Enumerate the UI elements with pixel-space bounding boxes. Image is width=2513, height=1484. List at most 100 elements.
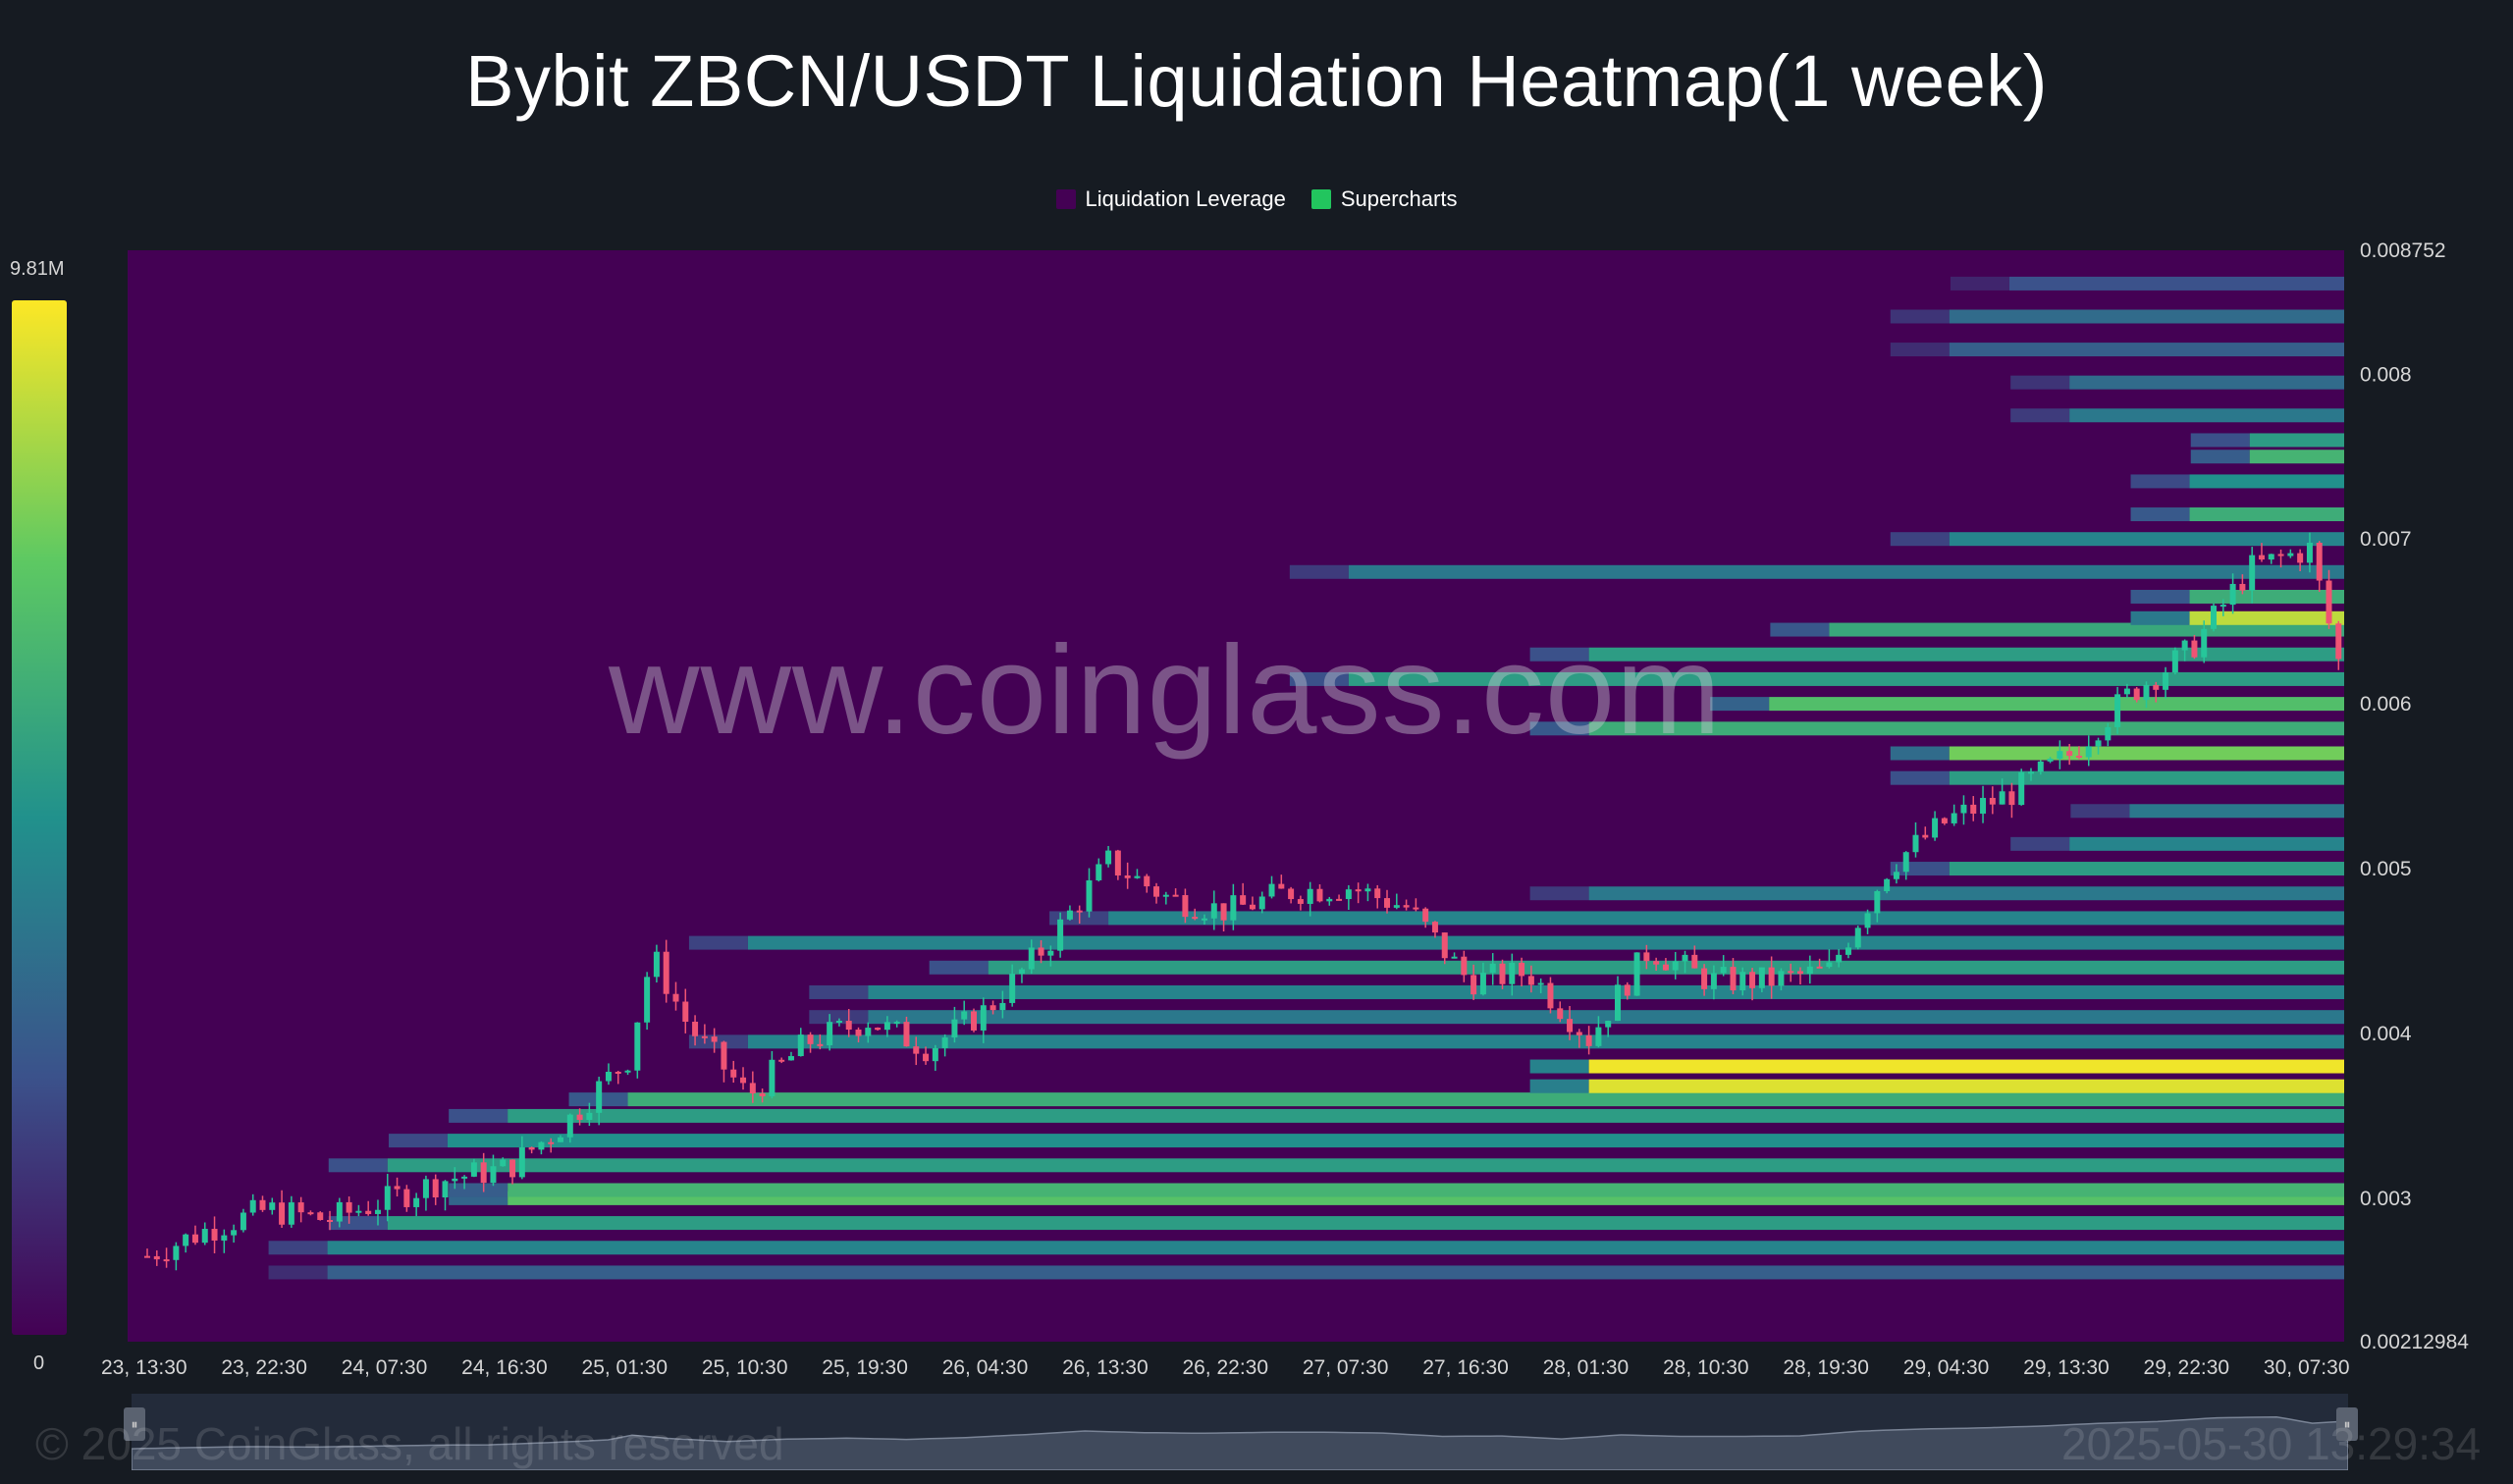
liquidation-band-fade bbox=[809, 1010, 869, 1025]
navigator-right-handle[interactable]: ⏸ bbox=[2336, 1407, 2358, 1441]
candle-body bbox=[596, 1081, 603, 1113]
candle-body bbox=[2191, 640, 2198, 658]
candle-body bbox=[1778, 971, 1785, 986]
liquidation-band-fade bbox=[2130, 589, 2190, 604]
candle-body bbox=[1393, 905, 1400, 908]
candle-body bbox=[1114, 850, 1121, 875]
liquidation-band-fade bbox=[1890, 770, 1950, 785]
liquidation-band bbox=[1949, 309, 2344, 324]
candle-body bbox=[1864, 913, 1871, 928]
liquidation-band bbox=[2129, 804, 2344, 819]
candle-body bbox=[999, 1002, 1006, 1011]
liquidation-band bbox=[1588, 647, 2344, 662]
legend-item-supercharts[interactable]: Supercharts bbox=[1310, 186, 1457, 212]
candle-body bbox=[374, 1209, 381, 1214]
candle-body bbox=[2066, 751, 2073, 757]
chart-legend: Liquidation Leverage Supercharts bbox=[0, 186, 2513, 212]
candle-body bbox=[1509, 962, 1516, 984]
candle-body bbox=[615, 1072, 621, 1075]
liquidation-band-fade bbox=[688, 935, 748, 950]
liquidation-band-fade bbox=[2190, 433, 2250, 448]
candle-body bbox=[663, 951, 669, 994]
candle-body bbox=[701, 1035, 708, 1038]
candle-body bbox=[1999, 791, 2005, 805]
candle-body bbox=[1633, 952, 1640, 996]
liquidation-band bbox=[1588, 721, 2344, 736]
candle-body bbox=[355, 1210, 362, 1213]
heatmap-plot-area[interactable] bbox=[128, 250, 2344, 1342]
chart-title: Bybit ZBCN/USDT Liquidation Heatmap(1 we… bbox=[465, 40, 2048, 122]
candle-body bbox=[941, 1037, 948, 1048]
candle-body bbox=[1470, 975, 1477, 995]
candle-body bbox=[1701, 968, 1708, 989]
candle-body bbox=[2297, 553, 2304, 563]
candle-body bbox=[2105, 726, 2112, 741]
candle-body bbox=[2027, 771, 2034, 774]
liquidation-band-fade bbox=[688, 1034, 748, 1049]
candle-body bbox=[163, 1259, 170, 1262]
candle-body bbox=[2133, 688, 2140, 701]
candle-body bbox=[1739, 972, 1746, 991]
liquidation-band-fade bbox=[268, 1241, 328, 1255]
candle-body bbox=[1960, 804, 1967, 814]
candle-body bbox=[2018, 771, 2025, 806]
x-tick-label: 28, 01:30 bbox=[1543, 1356, 1630, 1379]
candle-body bbox=[2008, 791, 2015, 806]
liquidation-band-fade bbox=[2010, 375, 2070, 390]
candle-body bbox=[1288, 888, 1295, 900]
candle-body bbox=[1441, 932, 1448, 959]
liquidation-band bbox=[1588, 1059, 2344, 1074]
candle-body bbox=[346, 1201, 352, 1213]
candle-body bbox=[2345, 659, 2351, 692]
liquidation-band bbox=[1949, 343, 2344, 357]
candle-body bbox=[336, 1201, 343, 1222]
y-tick-label: 0.005 bbox=[2360, 858, 2412, 880]
candle-body bbox=[1336, 898, 1343, 901]
liquidation-band-fade bbox=[1710, 697, 1770, 712]
candle-body bbox=[1297, 899, 1304, 904]
candle-body bbox=[211, 1229, 218, 1241]
x-tick-label: 26, 04:30 bbox=[942, 1356, 1029, 1379]
y-tick-label: 0.006 bbox=[2360, 693, 2412, 716]
liquidation-band-fade bbox=[449, 1183, 508, 1197]
candle-body bbox=[903, 1022, 910, 1047]
liquidation-band bbox=[387, 1158, 2344, 1173]
candle-body bbox=[827, 1022, 833, 1046]
liquidation-band-fade bbox=[1529, 721, 1589, 736]
candle-body bbox=[1557, 1008, 1564, 1020]
candle-body bbox=[1806, 966, 1813, 975]
candle-body bbox=[1249, 904, 1256, 910]
legend-item-liquidation-leverage[interactable]: Liquidation Leverage bbox=[1055, 186, 1286, 212]
candle-body bbox=[1489, 963, 1496, 974]
candle-body bbox=[452, 1178, 458, 1182]
candle-body bbox=[1527, 976, 1534, 985]
candle-body bbox=[1922, 834, 1929, 838]
liquidation-band bbox=[2249, 450, 2344, 464]
color-scale-min-label: 0 bbox=[33, 1352, 45, 1374]
range-navigator[interactable] bbox=[131, 1394, 2349, 1471]
candle-body bbox=[778, 1059, 785, 1062]
liquidation-band bbox=[1588, 1079, 2344, 1093]
navigator-price-sparkline bbox=[131, 1415, 2349, 1471]
liquidation-band bbox=[747, 935, 2344, 950]
liquidation-band bbox=[2069, 375, 2344, 390]
candle-body bbox=[2201, 628, 2208, 658]
candle-body bbox=[2143, 684, 2150, 701]
candle-body bbox=[1172, 894, 1179, 897]
candle-body bbox=[923, 1053, 930, 1062]
candle-body bbox=[1076, 910, 1083, 913]
candle-body bbox=[1086, 879, 1093, 912]
candle-body bbox=[2258, 555, 2265, 560]
liquidation-band-fade bbox=[328, 1216, 388, 1231]
candle-body bbox=[1519, 962, 1525, 977]
candle-body bbox=[2374, 644, 2379, 663]
candle-body bbox=[1182, 895, 1189, 918]
x-tick-label: 27, 07:30 bbox=[1303, 1356, 1389, 1379]
candle-body bbox=[1567, 1019, 1574, 1033]
liquidation-band bbox=[2069, 836, 2344, 851]
candle-body bbox=[490, 1166, 497, 1184]
navigator-left-handle[interactable]: ⏸ bbox=[124, 1407, 145, 1441]
liquidation-band bbox=[2069, 408, 2344, 423]
candle-body bbox=[2085, 746, 2092, 758]
